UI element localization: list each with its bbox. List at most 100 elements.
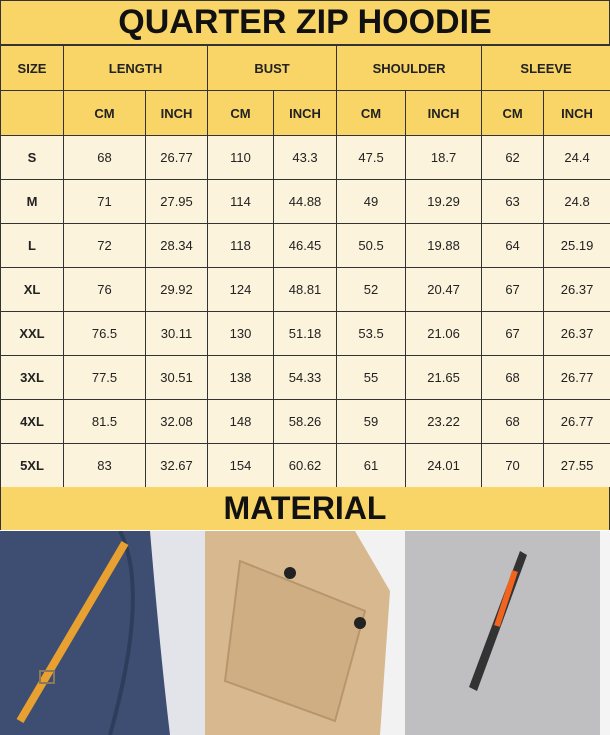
measurement-cell: 138: [207, 355, 275, 400]
measurement-cell: 76: [63, 267, 146, 312]
size-cell: S: [0, 135, 64, 180]
measurement-cell: 26.77: [144, 135, 209, 180]
measurement-cell: 18.7: [405, 135, 483, 180]
measurement-cell: 49: [336, 179, 407, 224]
size-header: SIZE: [0, 45, 64, 91]
measurement-cell: 26.77: [543, 355, 610, 400]
measurement-cell: 47.5: [336, 135, 407, 180]
measurement-cell: 24.8: [543, 179, 610, 224]
navy-fabric-photo: [0, 531, 205, 735]
measurement-cell: 20.47: [405, 267, 483, 312]
header-row: SIZE LENGTH BUST SHOULDER SLEEVE: [0, 45, 610, 91]
size-row: XL 76 29.92 124 48.81 52 20.47 67 26.37: [0, 267, 610, 312]
unit-header: CM: [481, 90, 545, 136]
measurement-cell: 27.95: [144, 179, 209, 224]
measurement-cell: 25.19: [543, 223, 610, 268]
measurement-cell: 51.18: [273, 311, 338, 356]
measurement-cell: 148: [207, 399, 275, 444]
unit-header: INCH: [543, 90, 610, 136]
unit-header: INCH: [405, 90, 483, 136]
measurement-cell: 130: [207, 311, 275, 356]
measurement-cell: 67: [481, 267, 545, 312]
measurement-cell: 30.11: [144, 311, 209, 356]
bust-header: BUST: [207, 45, 338, 91]
unit-header: INCH: [273, 90, 338, 136]
measurement-cell: 68: [481, 399, 545, 444]
measurement-cell: 24.4: [543, 135, 610, 180]
size-row: 4XL 81.5 32.08 148 58.26 59 23.22 68 26.77: [0, 399, 610, 444]
measurement-cell: 50.5: [336, 223, 407, 268]
size-row: M 71 27.95 114 44.88 49 19.29 63 24.8: [0, 179, 610, 224]
measurement-cell: 48.81: [273, 267, 338, 312]
measurement-cell: 110: [207, 135, 275, 180]
measurement-cell: 26.77: [543, 399, 610, 444]
measurement-cell: 30.51: [144, 355, 209, 400]
measurement-cell: 26.37: [543, 267, 610, 312]
material-heading: MATERIAL: [0, 487, 610, 530]
unit-header: CM: [63, 90, 146, 136]
measurement-cell: 53.5: [336, 311, 407, 356]
size-row: 5XL 83 32.67 154 60.62 61 24.01 70 27.55: [0, 443, 610, 488]
measurement-cell: 19.88: [405, 223, 483, 268]
length-header: LENGTH: [62, 45, 209, 91]
measurement-cell: 118: [207, 223, 275, 268]
measurement-cell: 23.22: [405, 399, 483, 444]
size-row: XXL 76.5 30.11 130 51.18 53.5 21.06 67 26.37: [0, 311, 610, 356]
size-row: S 68 26.77 110 43.3 47.5 18.7 62 24.4: [0, 135, 610, 180]
measurement-cell: 21.06: [405, 311, 483, 356]
measurement-cell: 55: [336, 355, 407, 400]
measurement-cell: 19.29: [405, 179, 483, 224]
size-cell: 3XL: [0, 355, 64, 400]
unit-header: CM: [207, 90, 275, 136]
size-cell: XXL: [0, 311, 64, 356]
unit-header: INCH: [144, 90, 209, 136]
size-cell: XL: [0, 267, 64, 312]
shoulder-header: SHOULDER: [336, 45, 483, 91]
empty-cell: [0, 90, 64, 136]
measurement-cell: 24.01: [405, 443, 483, 488]
measurement-cell: 68: [63, 135, 146, 180]
size-row: 3XL 77.5 30.51 138 54.33 55 21.65 68 26.77: [0, 355, 610, 400]
measurement-cell: 27.55: [543, 443, 610, 488]
gray-fabric-photo: [405, 531, 610, 735]
measurement-cell: 83: [63, 443, 146, 488]
measurement-cell: 26.37: [543, 311, 610, 356]
measurement-cell: 70: [481, 443, 545, 488]
measurement-cell: 58.26: [273, 399, 338, 444]
size-cell: 4XL: [0, 399, 64, 444]
measurement-cell: 28.34: [144, 223, 209, 268]
size-cell: 5XL: [0, 443, 64, 488]
measurement-cell: 32.08: [144, 399, 209, 444]
measurement-cell: 68: [481, 355, 545, 400]
measurement-cell: 54.33: [273, 355, 338, 400]
measurement-cell: 46.45: [273, 223, 338, 268]
measurement-cell: 59: [336, 399, 407, 444]
size-row: L 72 28.34 118 46.45 50.5 19.88 64 25.19: [0, 223, 610, 268]
size-chart-table: SIZE LENGTH BUST SHOULDER SLEEVE CM INCH…: [0, 45, 610, 488]
measurement-cell: 43.3: [273, 135, 338, 180]
khaki-fabric-photo: [205, 531, 405, 735]
measurement-cell: 77.5: [63, 355, 146, 400]
measurement-cell: 62: [481, 135, 545, 180]
measurement-cell: 124: [207, 267, 275, 312]
page-title: QUARTER ZIP HOODIE: [0, 0, 610, 45]
unit-header: CM: [336, 90, 407, 136]
measurement-cell: 67: [481, 311, 545, 356]
measurement-cell: 61: [336, 443, 407, 488]
measurement-cell: 76.5: [63, 311, 146, 356]
measurement-cell: 114: [207, 179, 275, 224]
unit-row: CM INCH CM INCH CM INCH CM INCH: [0, 90, 610, 136]
measurement-cell: 154: [207, 443, 275, 488]
measurement-cell: 44.88: [273, 179, 338, 224]
measurement-cell: 64: [481, 223, 545, 268]
size-cell: M: [0, 179, 64, 224]
size-cell: L: [0, 223, 64, 268]
sleeve-header: SLEEVE: [481, 45, 610, 91]
measurement-cell: 29.92: [144, 267, 209, 312]
measurement-cell: 52: [336, 267, 407, 312]
measurement-cell: 21.65: [405, 355, 483, 400]
measurement-cell: 71: [63, 179, 146, 224]
measurement-cell: 72: [63, 223, 146, 268]
measurement-cell: 81.5: [63, 399, 146, 444]
measurement-cell: 60.62: [273, 443, 338, 488]
